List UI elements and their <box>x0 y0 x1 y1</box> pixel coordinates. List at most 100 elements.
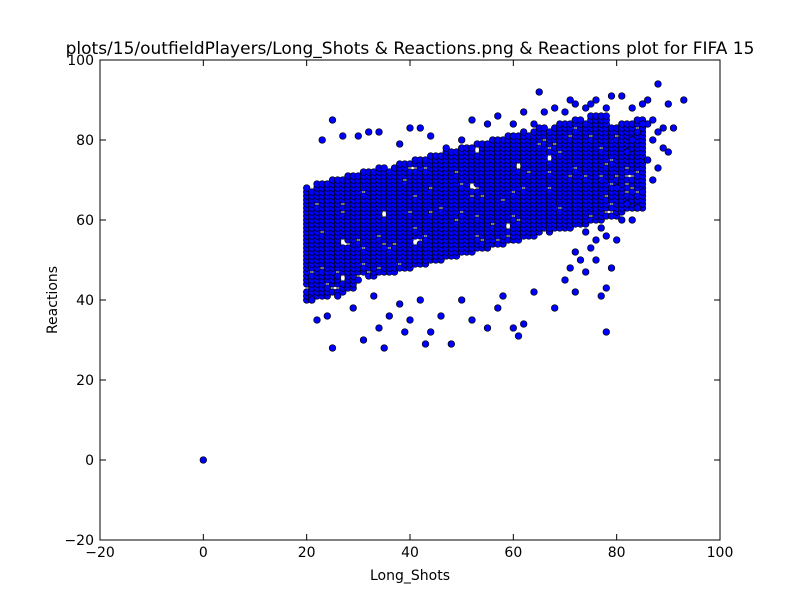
data-point <box>623 148 631 156</box>
data-point <box>328 344 337 352</box>
data-point <box>468 316 476 324</box>
data-point <box>520 128 528 136</box>
data-point <box>473 236 481 244</box>
data-point <box>602 104 610 112</box>
data-point <box>638 188 647 196</box>
data-point <box>396 300 404 308</box>
data-point <box>633 204 641 212</box>
data-point <box>607 92 616 100</box>
data-point <box>582 104 590 112</box>
data-point <box>602 284 610 292</box>
data-point <box>483 324 492 332</box>
data-point <box>458 136 466 144</box>
y-axis-label: Reactions <box>45 266 61 334</box>
y-tick-label: 0 <box>85 453 94 469</box>
data-point <box>623 200 631 208</box>
data-point <box>349 304 357 312</box>
data-point <box>323 312 331 320</box>
data-point <box>669 124 678 132</box>
data-point <box>597 224 605 232</box>
data-point <box>520 320 528 328</box>
data-point <box>334 292 342 300</box>
data-point <box>396 140 404 148</box>
data-point <box>375 324 383 332</box>
data-point <box>380 244 388 252</box>
data-point <box>323 284 331 292</box>
data-point <box>571 288 579 296</box>
data-point <box>571 248 579 256</box>
data-point <box>406 124 414 132</box>
data-point <box>638 120 647 128</box>
points-layer <box>199 80 688 464</box>
data-point <box>380 164 388 172</box>
data-point <box>427 328 435 336</box>
data-point <box>520 108 528 116</box>
data-point <box>664 100 672 108</box>
y-tick-label: 60 <box>76 213 94 229</box>
data-point <box>499 292 507 300</box>
data-point <box>613 236 621 244</box>
data-point <box>561 276 569 284</box>
data-point <box>613 184 621 192</box>
data-point <box>592 236 600 244</box>
x-tick-label: 80 <box>608 545 626 561</box>
data-point <box>427 132 435 140</box>
data-point <box>607 264 616 272</box>
data-point <box>540 108 548 116</box>
data-point <box>571 100 579 108</box>
data-point <box>628 136 636 144</box>
data-point <box>576 116 585 124</box>
data-point <box>649 136 657 144</box>
data-point <box>494 304 502 312</box>
y-tick-label: 80 <box>76 133 94 149</box>
data-point <box>566 96 574 104</box>
data-point <box>530 288 538 296</box>
data-point <box>468 116 476 124</box>
data-point <box>437 312 445 320</box>
data-point <box>401 328 409 336</box>
data-point <box>597 292 605 300</box>
data-point <box>375 128 383 136</box>
data-point <box>354 132 362 140</box>
x-tick-label: 40 <box>401 545 419 561</box>
data-point <box>380 344 388 352</box>
data-point <box>365 128 373 136</box>
data-point <box>576 256 585 264</box>
data-point <box>592 256 600 264</box>
x-axis-label: Long_Shots <box>370 568 450 584</box>
data-point <box>354 276 362 284</box>
data-point <box>602 112 610 120</box>
data-point <box>561 108 569 116</box>
data-point <box>308 296 316 304</box>
data-point <box>582 268 590 276</box>
data-point <box>468 144 476 152</box>
data-point <box>654 80 662 88</box>
data-point <box>628 188 636 196</box>
data-point <box>551 104 559 112</box>
data-point <box>602 232 610 240</box>
data-point <box>509 120 517 128</box>
y-tick-label: 40 <box>76 293 94 309</box>
data-point <box>318 136 326 144</box>
data-point <box>509 324 517 332</box>
data-point <box>458 296 466 304</box>
x-tick-label: 0 <box>199 545 208 561</box>
data-point <box>540 124 548 132</box>
data-point <box>628 216 636 224</box>
data-point <box>442 144 450 152</box>
data-point <box>623 184 631 192</box>
data-point <box>649 176 657 184</box>
x-tick-label: 100 <box>707 545 734 561</box>
data-point <box>334 272 342 280</box>
data-point <box>602 328 610 336</box>
y-tick-label: 100 <box>67 53 94 69</box>
data-point <box>654 164 662 172</box>
data-point <box>592 96 600 104</box>
data-point <box>303 184 311 192</box>
data-point <box>514 332 523 340</box>
data-point <box>416 124 424 132</box>
data-point <box>644 156 652 164</box>
data-point <box>535 88 543 96</box>
x-tick-label: −20 <box>85 545 115 561</box>
data-point <box>633 128 641 136</box>
